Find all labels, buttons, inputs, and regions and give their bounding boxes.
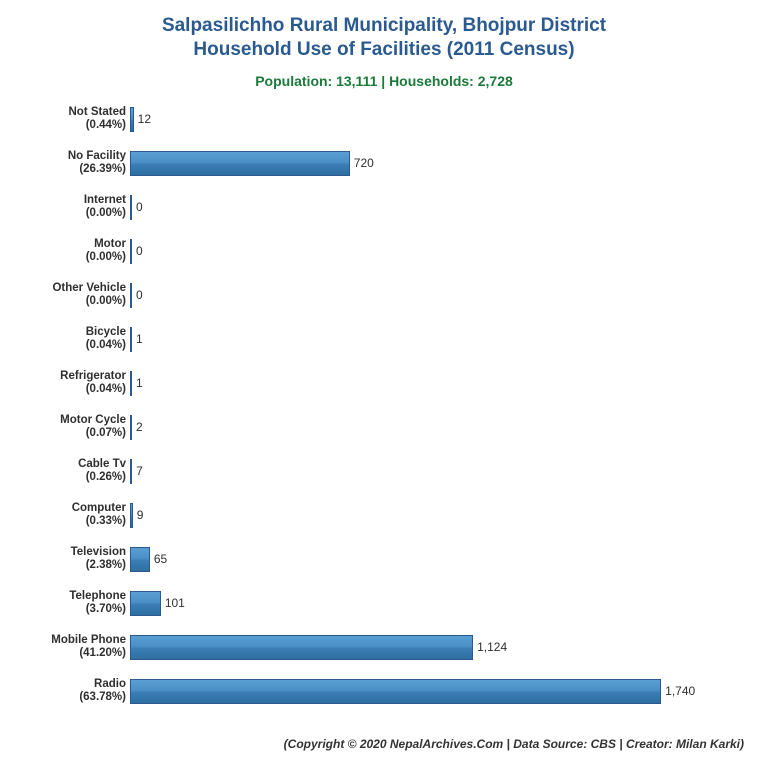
category-label: Not Stated(0.44%) [18,106,130,132]
bar: 101 [130,591,161,616]
value-label: 0 [136,288,143,302]
title-block: Salpasilichho Rural Municipality, Bhojpu… [18,14,750,89]
bar: 1 [130,371,132,396]
bar-track: 0 [130,283,750,308]
value-label: 0 [136,244,143,258]
plot-area: Not Stated(0.44%)12No Facility(26.39%)72… [18,107,750,737]
bar-row: Radio(63.78%)1,740 [18,679,750,704]
value-label: 720 [354,156,374,170]
category-label: No Facility(26.39%) [18,150,130,176]
value-label: 1,740 [665,684,695,698]
bar: 12 [130,107,134,132]
bar-track: 65 [130,547,750,572]
value-label: 2 [136,420,143,434]
bar-track: 2 [130,415,750,440]
bar-row: Computer(0.33%)9 [18,503,750,528]
bar: 1 [130,327,132,352]
category-label: Mobile Phone(41.20%) [18,634,130,660]
bar-row: Cable Tv(0.26%)7 [18,459,750,484]
category-label: Cable Tv(0.26%) [18,458,130,484]
value-label: 1 [136,332,143,346]
category-label: Television(2.38%) [18,546,130,572]
bar: 0 [130,195,132,220]
bar-track: 1 [130,371,750,396]
bar: 0 [130,283,132,308]
bar: 720 [130,151,350,176]
bar-track: 720 [130,151,750,176]
bar: 7 [130,459,132,484]
bar-track: 1,740 [130,679,750,704]
value-label: 9 [137,508,144,522]
chart-container: Salpasilichho Rural Municipality, Bhojpu… [0,0,768,768]
value-label: 0 [136,200,143,214]
title-line-2: Household Use of Facilities (2011 Census… [18,38,750,62]
bar-track: 12 [130,107,750,132]
category-label: Computer(0.33%) [18,502,130,528]
bar-track: 1 [130,327,750,352]
category-label: Other Vehicle(0.00%) [18,282,130,308]
category-label: Motor Cycle(0.07%) [18,414,130,440]
bar-row: Not Stated(0.44%)12 [18,107,750,132]
bar-track: 7 [130,459,750,484]
bar-track: 0 [130,239,750,264]
bar-row: Mobile Phone(41.20%)1,124 [18,635,750,660]
category-label: Telephone(3.70%) [18,590,130,616]
bar-track: 9 [130,503,750,528]
subtitle: Population: 13,111 | Households: 2,728 [18,73,750,89]
value-label: 101 [165,596,185,610]
value-label: 65 [154,552,167,566]
bar-track: 101 [130,591,750,616]
bar-row: Motor Cycle(0.07%)2 [18,415,750,440]
bar-row: Telephone(3.70%)101 [18,591,750,616]
value-label: 1 [136,376,143,390]
bar-row: Motor(0.00%)0 [18,239,750,264]
bar-row: Refrigerator(0.04%)1 [18,371,750,396]
bar: 0 [130,239,132,264]
bar-row: Bicycle(0.04%)1 [18,327,750,352]
category-label: Bicycle(0.04%) [18,326,130,352]
value-label: 1,124 [477,640,507,654]
credit-line: (Copyright © 2020 NepalArchives.Com | Da… [18,737,750,751]
bar-row: Television(2.38%)65 [18,547,750,572]
value-label: 7 [136,464,143,478]
bar-row: No Facility(26.39%)720 [18,151,750,176]
bar-row: Internet(0.00%)0 [18,195,750,220]
bar-row: Other Vehicle(0.00%)0 [18,283,750,308]
bar: 2 [130,415,132,440]
category-label: Internet(0.00%) [18,194,130,220]
bar: 1,124 [130,635,473,660]
category-label: Motor(0.00%) [18,238,130,264]
bar: 9 [130,503,133,528]
category-label: Radio(63.78%) [18,678,130,704]
bar: 1,740 [130,679,661,704]
bar: 65 [130,547,150,572]
bar-track: 1,124 [130,635,750,660]
category-label: Refrigerator(0.04%) [18,370,130,396]
title-line-1: Salpasilichho Rural Municipality, Bhojpu… [18,14,750,38]
bar-track: 0 [130,195,750,220]
value-label: 12 [138,112,151,126]
